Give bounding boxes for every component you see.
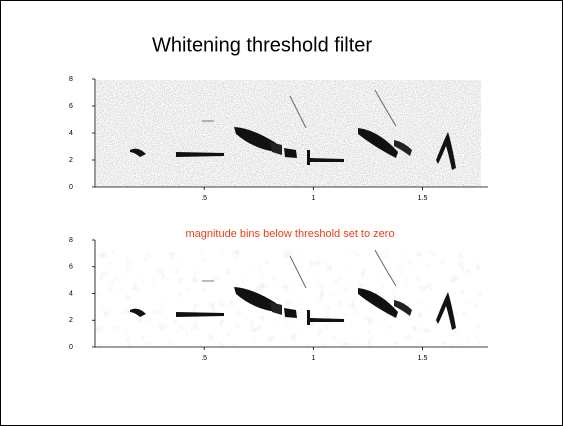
- y-tick-label: 8: [69, 76, 73, 83]
- x-tick-label: 1.5: [418, 355, 428, 362]
- x-tick-label: 1: [311, 195, 315, 202]
- axes: 0 2 4 6 8 .5 1 1.5 0 2 4 6 8 .5 1 1.5: [69, 76, 488, 362]
- y-tick-label: 0: [69, 344, 73, 351]
- spectrogram-noise: [96, 80, 481, 187]
- y-tick-label: 0: [69, 184, 73, 191]
- spectrogram-residue: [96, 250, 481, 347]
- y-tick-label: 2: [69, 157, 73, 164]
- y-tick-label: 6: [69, 264, 73, 271]
- y-tick-label: 4: [69, 130, 73, 137]
- x-tick-label: 1.5: [418, 195, 428, 202]
- y-tick-label: 4: [69, 290, 73, 297]
- annotation: magnitude bins below threshold set to ze…: [185, 228, 394, 240]
- y-tick-label: 8: [69, 237, 73, 244]
- slide-title: Whitening threshold filter: [152, 34, 372, 56]
- y-tick-label: 6: [69, 103, 73, 110]
- x-tick-label: .5: [201, 355, 207, 362]
- x-tick-label: 1: [311, 355, 315, 362]
- x-tick-label: .5: [201, 195, 207, 202]
- y-tick-label: 2: [69, 317, 73, 324]
